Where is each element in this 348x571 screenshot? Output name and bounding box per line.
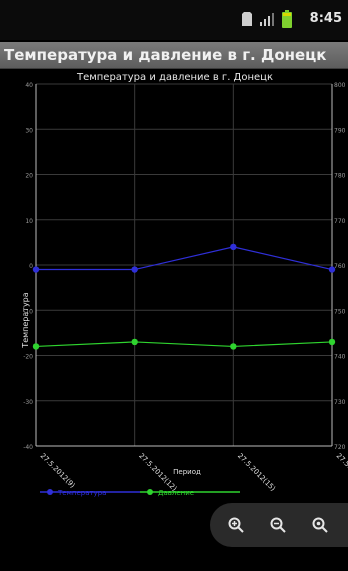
data-point <box>131 338 138 346</box>
legend-marker <box>47 489 53 495</box>
x-axis-label: Период <box>173 468 201 476</box>
left-tick-label: 10 <box>25 218 33 225</box>
left-tick-label: -10 <box>23 308 33 315</box>
x-tick-label: 27.5.2012(9) <box>39 452 77 490</box>
right-tick-label: 790 <box>334 127 346 134</box>
left-tick-label: -40 <box>23 444 33 451</box>
y-axis-label-left: Температура <box>21 292 30 348</box>
data-point <box>131 266 138 273</box>
series-line <box>35 341 333 348</box>
left-tick-label: -30 <box>23 399 33 406</box>
series-line <box>36 246 333 271</box>
zoom-in-icon <box>228 517 244 533</box>
left-tick-label: 40 <box>25 82 33 89</box>
left-tick-label: 30 <box>25 127 33 134</box>
legend-label: Температура <box>57 489 106 497</box>
right-tick-label: 770 <box>334 218 346 225</box>
right-tick-label: 720 <box>334 444 346 451</box>
data-point <box>230 243 237 251</box>
zoom-in-button[interactable] <box>220 509 252 541</box>
battery-icon <box>282 10 292 28</box>
right-tick-label: 730 <box>334 399 346 406</box>
app-title: Температура и давление в г. Донецк <box>4 46 327 64</box>
status-time: 8:45 <box>309 11 342 26</box>
data-point <box>230 343 237 350</box>
right-tick-label: 760 <box>334 263 346 270</box>
data-point <box>328 266 336 273</box>
zoom-out-icon <box>270 517 286 533</box>
zoom-reset-button[interactable] <box>304 509 336 541</box>
signal-icon <box>260 13 274 26</box>
data-point <box>32 343 40 350</box>
sd-card-icon <box>242 12 252 26</box>
status-bar: 8:45 <box>0 0 348 40</box>
right-tick-label: 740 <box>334 354 346 361</box>
left-tick-label: -20 <box>23 354 33 361</box>
left-tick-label: 0 <box>29 263 33 270</box>
left-tick-label: 20 <box>25 173 33 180</box>
right-tick-label: 750 <box>334 308 346 315</box>
data-point <box>328 338 336 346</box>
zoom-controls <box>210 503 348 547</box>
app-title-bar: Температура и давление в г. Донецк <box>0 42 348 69</box>
status-icons <box>242 10 292 28</box>
right-tick-label: 800 <box>334 82 346 89</box>
zoom-out-button[interactable] <box>262 509 294 541</box>
zoom-reset-icon <box>312 517 328 533</box>
legend-marker <box>147 489 153 495</box>
x-tick-label: 27.5.2012(18) <box>335 452 348 493</box>
x-tick-label: 27.5.2012(15) <box>236 452 277 493</box>
right-tick-label: 780 <box>334 173 346 180</box>
legend-label: Давление <box>158 489 194 497</box>
data-point <box>32 266 40 273</box>
chart-title: Температура и давление в г. Донецк <box>76 72 273 83</box>
